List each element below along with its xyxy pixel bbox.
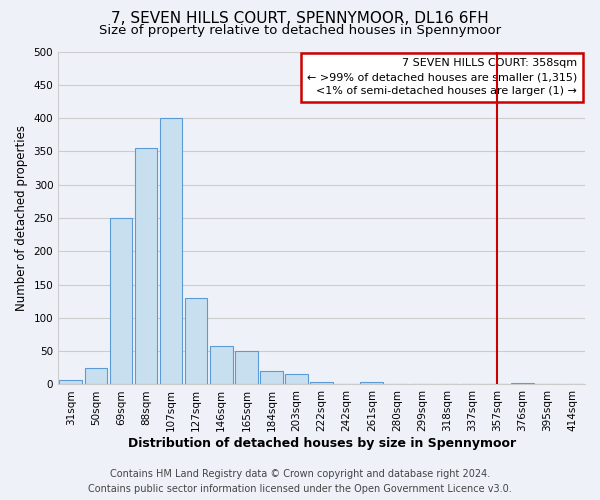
Bar (361, 382, 383, 384)
Bar (210, 346, 233, 385)
Bar (59, 380, 82, 384)
Bar (110, 218, 132, 384)
Text: 7, SEVEN HILLS COURT, SPENNYMOOR, DL16 6FH: 7, SEVEN HILLS COURT, SPENNYMOOR, DL16 6… (111, 11, 489, 26)
Bar (134, 148, 157, 384)
Bar (185, 298, 208, 384)
Bar (235, 351, 257, 384)
Text: Size of property relative to detached houses in Spennymoor: Size of property relative to detached ho… (99, 24, 501, 37)
Bar (160, 118, 182, 384)
Text: Contains HM Land Registry data © Crown copyright and database right 2024.
Contai: Contains HM Land Registry data © Crown c… (88, 469, 512, 494)
Y-axis label: Number of detached properties: Number of detached properties (15, 125, 28, 311)
Text: 7 SEVEN HILLS COURT: 358sqm
← >99% of detached houses are smaller (1,315)
<1% of: 7 SEVEN HILLS COURT: 358sqm ← >99% of de… (307, 58, 577, 96)
Bar (511, 383, 533, 384)
Bar (260, 371, 283, 384)
Bar (310, 382, 333, 384)
Bar (85, 368, 107, 384)
X-axis label: Distribution of detached houses by size in Spennymoor: Distribution of detached houses by size … (128, 437, 515, 450)
Bar (285, 374, 308, 384)
